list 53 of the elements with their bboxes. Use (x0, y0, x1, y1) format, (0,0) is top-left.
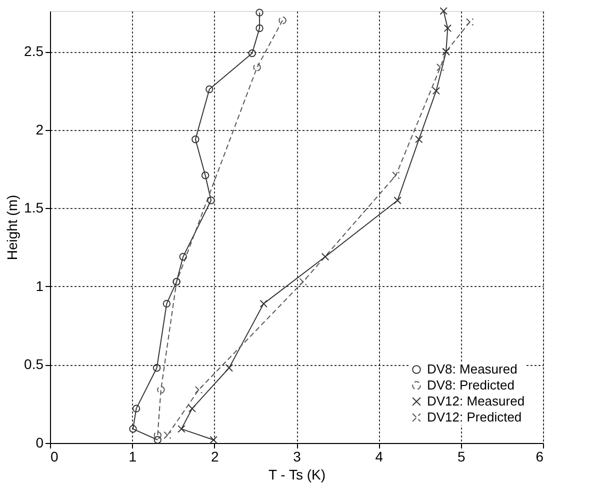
point (210, 436, 218, 444)
y-tick-label: 2 (36, 121, 44, 138)
point (164, 431, 172, 440)
point (154, 431, 162, 440)
point (206, 85, 214, 94)
point (188, 404, 196, 412)
point (432, 86, 440, 95)
point (132, 404, 140, 412)
point (394, 196, 402, 204)
point (260, 300, 268, 308)
point (154, 436, 162, 444)
x-tick-label: 3 (293, 448, 302, 464)
point (415, 135, 423, 144)
point (278, 16, 286, 24)
point (256, 24, 264, 32)
point (248, 49, 256, 58)
legend-label: DV8: Measured (427, 362, 518, 376)
point (256, 8, 264, 16)
x-axis-title: T - Ts (K) (268, 466, 326, 482)
x-tick-label: 4 (375, 448, 384, 464)
point (207, 196, 215, 204)
point (192, 136, 200, 144)
point (129, 425, 137, 433)
point (162, 300, 171, 308)
point (299, 278, 307, 286)
y-tick-label: 0 (36, 434, 44, 450)
y-tick-label: 1 (36, 278, 44, 294)
legend-label: DV12: Measured (427, 394, 525, 408)
point (444, 24, 452, 32)
y-axis-title: Height (m) (4, 194, 20, 260)
point (436, 63, 444, 72)
point (152, 364, 161, 372)
point (321, 252, 330, 261)
legend-label: DV8: Predicted (427, 378, 514, 392)
x-tick-label: 1 (128, 448, 137, 464)
y-tick-label: 0.5 (24, 356, 44, 372)
x-tick-label: 5 (457, 448, 466, 464)
y-tick-label: 1.5 (24, 200, 44, 216)
point (392, 171, 400, 180)
x-tick-label: 6 (536, 448, 544, 464)
x-tick-label: 2 (210, 448, 219, 464)
point (194, 386, 203, 394)
point (178, 425, 186, 433)
point (253, 64, 261, 72)
x-tick-label: 0 (50, 448, 58, 464)
point (440, 7, 448, 15)
legend-label: DV12: Predicted (427, 410, 522, 424)
point (157, 386, 165, 394)
point (225, 364, 233, 372)
point (201, 172, 210, 180)
point (466, 18, 474, 26)
point (179, 252, 187, 261)
y-tick-label: 2.5 (24, 43, 44, 60)
